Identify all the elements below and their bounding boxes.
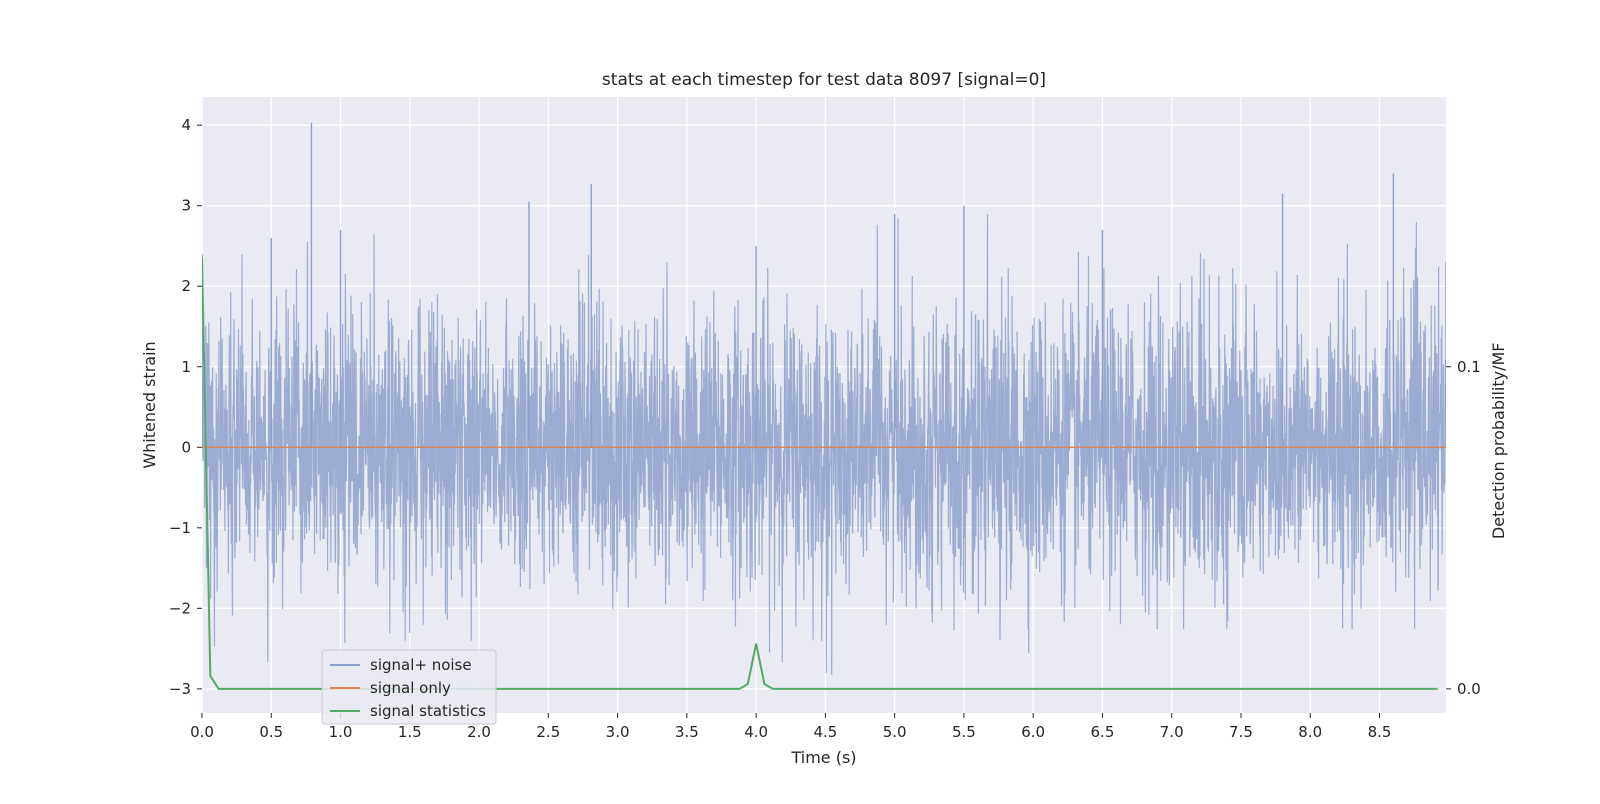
x-tick-label: 3.5 — [675, 723, 699, 741]
x-tick-label: 3.0 — [606, 723, 630, 741]
x-tick-label: 8.0 — [1298, 723, 1322, 741]
x-tick-label: 6.5 — [1091, 723, 1115, 741]
legend-box — [321, 649, 497, 725]
x-tick-label: 0.0 — [190, 723, 214, 741]
y-tick-label: −2 — [169, 599, 191, 617]
x-tick-label: 6.0 — [1021, 723, 1045, 741]
x-tick-label: 0.5 — [259, 723, 283, 741]
y-tick-label: 1 — [181, 358, 191, 376]
y-axis-label: Whitened strain — [140, 341, 159, 468]
y-tick-label: 4 — [181, 116, 191, 134]
x-tick-label: 8.5 — [1368, 723, 1392, 741]
chart-title: stats at each timestep for test data 809… — [602, 70, 1046, 90]
y-tick-label: −1 — [169, 519, 191, 537]
x-axis-label: Time (s) — [790, 748, 856, 767]
x-tick-label: 5.5 — [952, 723, 976, 741]
y2-tick-label: 0.0 — [1457, 680, 1481, 698]
y-tick-label: −3 — [169, 680, 191, 698]
legend-label: signal only — [370, 679, 451, 697]
y-tick-label: 3 — [181, 197, 191, 215]
x-tick-label: 4.5 — [813, 723, 837, 741]
x-tick-label: 1.0 — [329, 723, 353, 741]
legend-label: signal+ noise — [370, 656, 472, 674]
legend-label: signal statistics — [370, 702, 486, 720]
y2-axis-label: Detection probability/MF — [1489, 343, 1508, 540]
x-tick-label: 2.5 — [536, 723, 560, 741]
x-tick-label: 5.0 — [883, 723, 907, 741]
x-tick-label: 1.5 — [398, 723, 422, 741]
x-tick-label: 2.0 — [467, 723, 491, 741]
y-tick-label: 2 — [181, 277, 191, 295]
axes: 0.0 0.5 1.0 1.5 2.0 2.5 3.0 3.5 4.0 4.5 5.0 5.5 6.0 6… — [169, 116, 1481, 741]
x-tick-label: 7.5 — [1229, 723, 1253, 741]
y2-tick-label: 0.1 — [1457, 358, 1481, 376]
x-tick-label: 4.0 — [744, 723, 768, 741]
series-signal-statistics-line — [202, 257, 1438, 690]
series-signal-noise-line — [202, 214, 1446, 675]
y-tick-label: 0 — [181, 438, 191, 456]
legend: signal+ noise signal only signal statistic… — [321, 649, 497, 725]
x-tick-label: 7.0 — [1160, 723, 1184, 741]
